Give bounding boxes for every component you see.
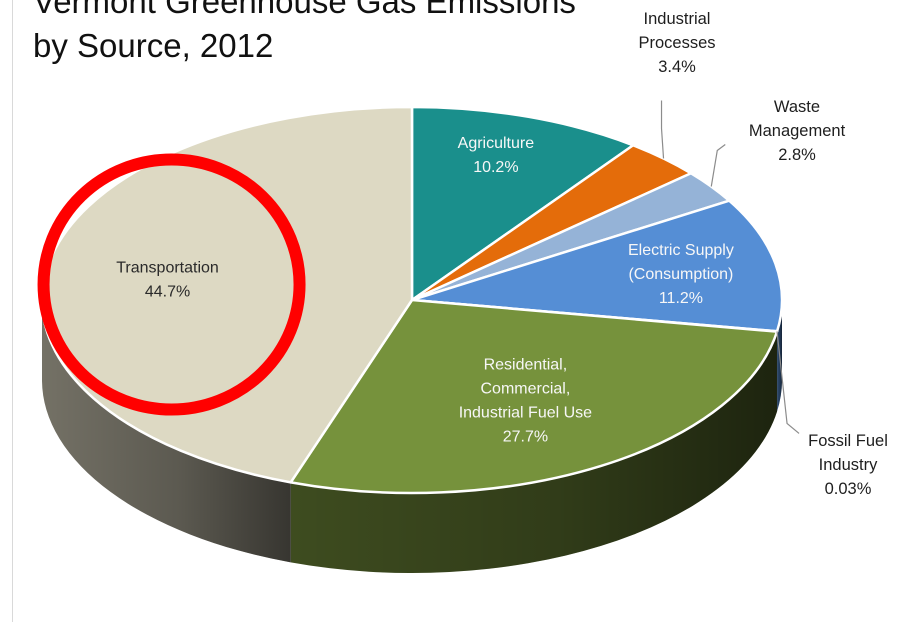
leader-line-fossil-fuel: [776, 331, 800, 434]
slide-frame: [12, 0, 902, 622]
slice-label-industrial: Industrial Processes 3.4%: [638, 10, 715, 76]
chart-title-line-1: Vermont Greenhouse Gas Emissions: [33, 0, 576, 20]
chart-title: Vermont Greenhouse Gas Emissions by Sour…: [33, 0, 576, 68]
slice-electric-supply: [410, 199, 784, 333]
slice-label-waste: Waste Management 2.8%: [749, 98, 846, 164]
leader-line-industrial: [660, 100, 665, 159]
chart-title-line-2: by Source, 2012: [33, 27, 274, 64]
slice-residential: [289, 298, 779, 495]
slice-label-residential: Residential, Commercial, Industrial Fuel U…: [459, 357, 592, 446]
slice-agriculture: [410, 105, 635, 302]
highlight-circle: [37, 153, 306, 416]
slice-label-transportation: Transportation 44.7%: [116, 260, 219, 301]
slice-label-fossil-fuel: Fossil Fuel Industry 0.03%: [808, 432, 888, 498]
side-wall-shade-residential: [290, 331, 777, 573]
slice-label-electric-supply: Electric Supply (Consumption) 11.2%: [628, 242, 734, 307]
side-wall-shade-transportation: [42, 300, 291, 563]
slice-label-agriculture: Agriculture 10.2%: [458, 135, 535, 176]
leader-line-waste: [710, 144, 726, 187]
